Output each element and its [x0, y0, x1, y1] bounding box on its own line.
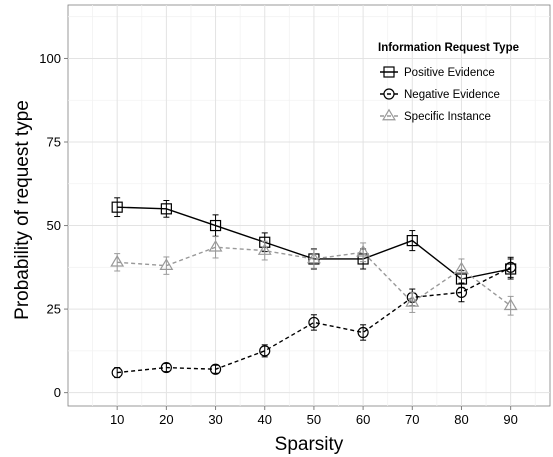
data-point [455, 286, 468, 298]
x-tick-label: 70 [405, 412, 419, 427]
series-line [117, 266, 511, 374]
legend-label: Negative Evidence [404, 89, 500, 101]
data-point [111, 366, 123, 379]
data-point [405, 295, 420, 307]
legend-item: Specific Instance [380, 108, 491, 123]
data-point [503, 298, 518, 311]
data-point [259, 345, 271, 357]
legend-label: Specific Instance [404, 111, 491, 123]
x-tick-label: 40 [258, 412, 272, 427]
x-tick-label: 50 [307, 412, 321, 427]
data-point [357, 326, 369, 339]
legend: Information Request Type Positive Eviden… [378, 42, 519, 123]
data-point [209, 363, 222, 375]
series-line [117, 246, 512, 307]
data-point [257, 243, 272, 255]
data-point [454, 261, 469, 274]
legend-label: Positive Evidence [404, 67, 495, 79]
x-tick-label: 90 [503, 412, 517, 427]
series-negative-evidence [111, 256, 517, 379]
y-tick-label: 0 [54, 385, 61, 400]
y-axis-title: Probability of request type [12, 100, 33, 320]
y-tick-label: 75 [47, 135, 61, 150]
data-point [110, 254, 125, 267]
data-point [209, 219, 222, 232]
x-tick-label: 20 [159, 412, 173, 427]
data-point [159, 258, 174, 270]
x-tick-label: 30 [208, 412, 222, 427]
y-tick-label: 100 [39, 51, 61, 66]
x-tick-label: 10 [110, 412, 124, 427]
y-tick-label: 50 [47, 218, 61, 233]
data-point [406, 234, 418, 247]
legend-key-marker [382, 108, 396, 121]
data-point [505, 261, 517, 273]
legend-key-marker [383, 88, 395, 100]
data-point [308, 316, 320, 329]
legend-item: Positive Evidence [380, 66, 495, 79]
legend-key-marker [383, 66, 395, 78]
data-point [111, 201, 123, 213]
legend-title: Information Request Type [378, 42, 519, 54]
y-tick-label: 25 [47, 302, 61, 317]
data-point [306, 251, 321, 264]
series-specific-instance [110, 236, 518, 316]
data-point [160, 203, 172, 215]
legend-items: Positive Evidence Negative Evidence Specif… [380, 66, 500, 123]
x-tick-label: 60 [356, 412, 370, 427]
x-axis: 10 20 30 40 50 60 70 80 90 [110, 406, 518, 427]
plot-panel [67, 4, 551, 407]
x-axis-title: Sparsity [275, 434, 344, 455]
data-point [160, 361, 172, 374]
x-tick-label: 80 [454, 412, 468, 427]
legend-item: Negative Evidence [380, 88, 500, 101]
data-point [356, 244, 371, 257]
series-group [110, 197, 518, 379]
data-point [208, 239, 223, 252]
y-axis: 0 25 50 75 100 [39, 51, 68, 400]
